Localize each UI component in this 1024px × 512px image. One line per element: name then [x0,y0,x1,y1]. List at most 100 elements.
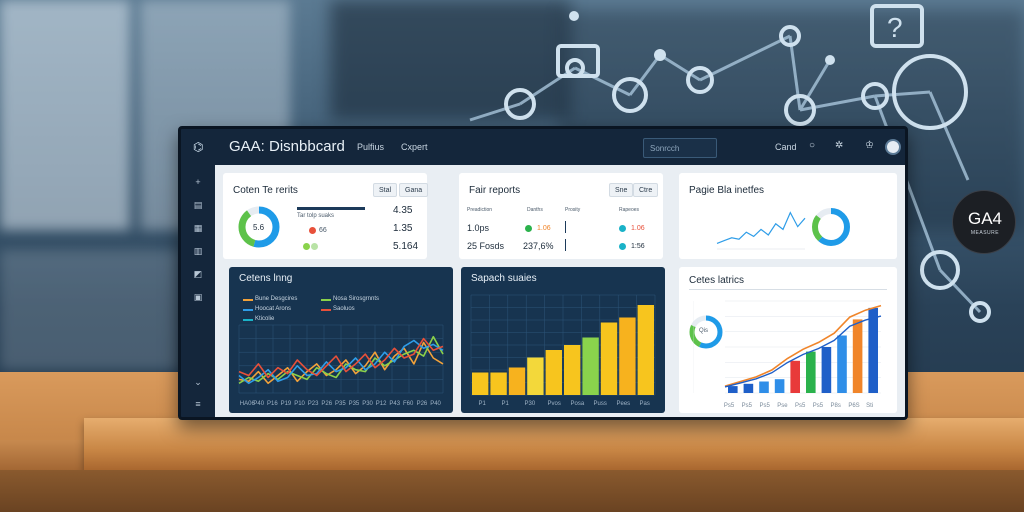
ga4-badge-subtitle: MEASURE [970,230,1000,236]
card-title: Pagie Bla inetfes [689,185,765,196]
cell-value: 25 Fosds [467,241,505,251]
donut-chart [689,315,723,349]
legend-entry: Kticolie [255,316,275,322]
window-pane [0,0,130,230]
card-button[interactable]: Ctre [633,183,659,197]
card-title: Cetes latrics [689,275,745,286]
x-tick-label: P26 [321,401,333,407]
settings-icon[interactable]: ✲ [835,140,844,151]
document-icon[interactable]: ▤ [193,200,203,210]
notification-icon[interactable]: ♔ [865,140,874,151]
bar [472,372,489,395]
legend-swatch [243,299,253,301]
column-header: Danths [527,207,543,213]
card-cetes-latrics: Cetes latrics Qis Ps5 Ps5 Ps5 Pse Ps5 Ps5 P8s P… [679,267,897,413]
status-dot [619,225,626,232]
status-dot [619,243,626,250]
avatar[interactable] [885,139,901,155]
status-dot [525,225,532,232]
dashboard-content: Coten Te rerits Stal Gana 5.6 Tar tolp s… [215,165,905,417]
cell-value: 1:56 [631,243,645,250]
bar [600,322,618,395]
logo-icon[interactable]: ⌬ [193,140,204,154]
card-ceteus-line: Cetens lnng Bune Desgcires Nosa Sirosgrn… [229,267,453,413]
status-dot [303,243,310,250]
chart-icon[interactable]: ◩ [193,269,203,279]
card-title: Coten Te rerits [233,185,298,196]
x-tick-label: Ps5 [759,403,770,409]
cell-value: 1.06 [631,225,645,232]
row-label: 66 [319,227,327,234]
chevron-down-icon[interactable]: ⌄ [194,377,202,387]
x-tick-label: P16 [267,401,278,407]
x-tick-label: Ps5 [812,403,824,409]
series-line [238,339,444,385]
card-button[interactable]: Stal [373,183,398,197]
legend-swatch [243,319,253,321]
bar [837,335,847,393]
bar [821,347,832,393]
metric-value: 4.35 [393,205,413,216]
search-input[interactable]: Sonrcch [643,138,717,158]
legend-entry: Bune Desgcires [255,296,298,302]
plus-icon[interactable]: + [195,177,201,187]
bar [527,357,544,395]
card-content-reports: Coten Te rerits Stal Gana 5.6 Tar tolp s… [223,173,429,259]
table-icon[interactable]: ▦ [193,223,203,233]
report-icon[interactable]: ▥ [193,246,203,256]
nav-link-1[interactable]: Cxpert [401,142,428,152]
ga4-badge-title: GA4 [967,209,1003,228]
bar-chart [470,294,656,396]
status-dot [311,243,318,250]
bar [774,379,785,393]
series-line [238,337,444,379]
nav-link-0[interactable]: Pulfius [357,142,385,152]
bar [743,383,754,393]
x-tick-label: P12 [375,401,387,407]
bar [806,351,816,393]
x-tick-label: P19 [280,401,292,407]
bar [637,305,654,395]
cell-value: 1.06 [537,225,551,232]
bar [508,367,526,395]
series-line [716,211,806,244]
top-right-label[interactable]: Cand [775,142,797,152]
card-button[interactable]: Sne [609,183,634,197]
bar [582,337,599,395]
card-fair-reports: Fair reports Sne Ctre Preadiction Danths… [459,173,663,259]
x-tick-label: P35 [335,401,346,407]
x-tick-label: P43 [389,401,401,407]
bar [868,307,878,393]
x-tick-label: P30 [524,401,536,407]
x-tick-label: Ps5 [795,403,806,409]
trend-line [724,315,882,388]
x-tick-label: Puss [593,401,607,407]
caption-text: Tar tolp suaks [297,213,335,219]
x-tick-label: P6S [848,403,860,409]
multi-line-chart [238,324,444,394]
legend-entry: Saoluos [333,306,355,312]
x-tick-label: P35 [348,401,360,407]
progress-bar [297,207,365,210]
divider [565,239,566,251]
x-tick-label: Pvos [547,401,561,407]
menu-icon[interactable]: ≡ [195,399,201,409]
app-title: GAA: Disnbbcard [229,138,345,155]
x-tick-label: P30 [362,401,373,407]
desk-shelf [84,418,1024,470]
bar [564,345,581,395]
combo-bar-chart [693,300,882,394]
x-tick-label: Posa [570,401,585,407]
column-header: Rapeoes [619,207,640,213]
cell-value: 1.0ps [467,223,490,233]
desk-front-panel [0,470,1024,512]
column-header: Preadiction [467,207,493,213]
divider [689,289,887,290]
calendar-icon[interactable]: ▣ [193,292,203,302]
card-button[interactable]: Gana [399,183,429,197]
donut-chart [238,206,280,248]
search-icon[interactable]: ○ [809,140,816,151]
legend-entry: Hoocat Arons [255,306,292,312]
x-tick-label: P8s [830,403,841,409]
x-tick-label: P10 [294,401,305,407]
